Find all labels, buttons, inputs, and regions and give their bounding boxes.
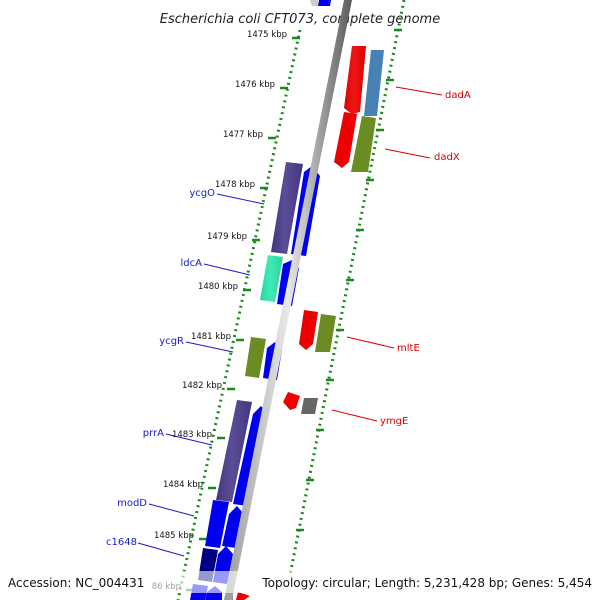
- gene-label-prrA[interactable]: prrA: [143, 428, 164, 439]
- gene-bottom-red-partial[interactable]: [236, 592, 250, 600]
- kbp-label: 1484 kbp: [163, 480, 203, 490]
- top-partial-features: [310, 0, 331, 6]
- leader-ycgR: [185, 341, 234, 353]
- gene-modD-blue-1[interactable]: [222, 506, 244, 548]
- gene-label-dadA[interactable]: dadA: [445, 90, 471, 101]
- kbp-label: 1476 kbp: [235, 80, 275, 90]
- kbp-label: 1475 kbp: [247, 30, 287, 40]
- leader-modD: [148, 503, 195, 517]
- gene-label-ycgR[interactable]: ycgR: [159, 336, 184, 347]
- gene-label-c1648[interactable]: c1648: [106, 537, 137, 548]
- outer-ring-lines: [176, 0, 406, 600]
- leader-ymgE: [331, 409, 378, 422]
- kbp-label: 1478 kbp: [215, 180, 255, 190]
- kbp-label: 1477 kbp: [223, 130, 263, 140]
- kbp-label: 1482 kbp: [182, 381, 222, 391]
- gene-label-mltE[interactable]: mltE: [397, 343, 420, 354]
- gene-label-leaders: [137, 86, 443, 557]
- gene-dadA-steel[interactable]: [364, 50, 384, 116]
- footer-background: [0, 571, 600, 593]
- leader-ldcA: [203, 263, 251, 276]
- gene-shading: [216, 46, 366, 502]
- gene-labels: ycgO ldcA ycgR prrA modD c1648 dadA dadX…: [106, 90, 471, 548]
- gene-mltE-red[interactable]: [299, 310, 318, 350]
- kbp-label: 1480 kbp: [198, 282, 238, 292]
- kbp-label: 1479 kbp: [207, 232, 247, 242]
- gene-mltE-green[interactable]: [315, 314, 336, 352]
- leader-mltE: [346, 336, 395, 349]
- leader-ycgO: [216, 193, 265, 205]
- right-ring-dotted-line: [288, 0, 406, 576]
- left-ring-dotted-line: [176, 29, 302, 600]
- footer-summary: Topology: circular; Length: 5,231,428 bp…: [261, 576, 592, 590]
- leader-c1648: [137, 542, 185, 557]
- partial-gene-top-blue[interactable]: [318, 0, 331, 6]
- gene-label-ldcA[interactable]: ldcA: [181, 258, 203, 269]
- footer-accession: Accession: NC_004431: [8, 576, 144, 590]
- gene-modD-blue-outer[interactable]: [205, 500, 229, 548]
- genome-backbone: [224, 0, 352, 600]
- partial-gene-top-white[interactable]: [310, 0, 318, 6]
- leader-dadX: [384, 148, 431, 159]
- gene-ymgE-gray[interactable]: [301, 398, 318, 414]
- gene-ycgR-green[interactable]: [245, 337, 266, 378]
- kbp-label: 1481 kbp: [191, 332, 231, 342]
- leader-prrA: [165, 433, 213, 446]
- leader-dadA: [395, 86, 443, 96]
- gene-label-modD[interactable]: modD: [117, 498, 147, 509]
- map-title: Escherichia coli CFT073, complete genome: [160, 12, 440, 27]
- kbp-label: 1485 kbp: [154, 531, 194, 541]
- kbp-label: 1483 kbp: [172, 430, 212, 440]
- gene-ymgE-red[interactable]: [283, 392, 300, 410]
- gene-label-ymgE[interactable]: ymgE: [380, 416, 408, 427]
- gene-label-ycgO[interactable]: ycgO: [189, 188, 215, 199]
- gene-dadX-green[interactable]: [351, 116, 376, 172]
- gene-label-dadX[interactable]: dadX: [434, 152, 460, 163]
- gene-dadX-red[interactable]: [334, 112, 357, 168]
